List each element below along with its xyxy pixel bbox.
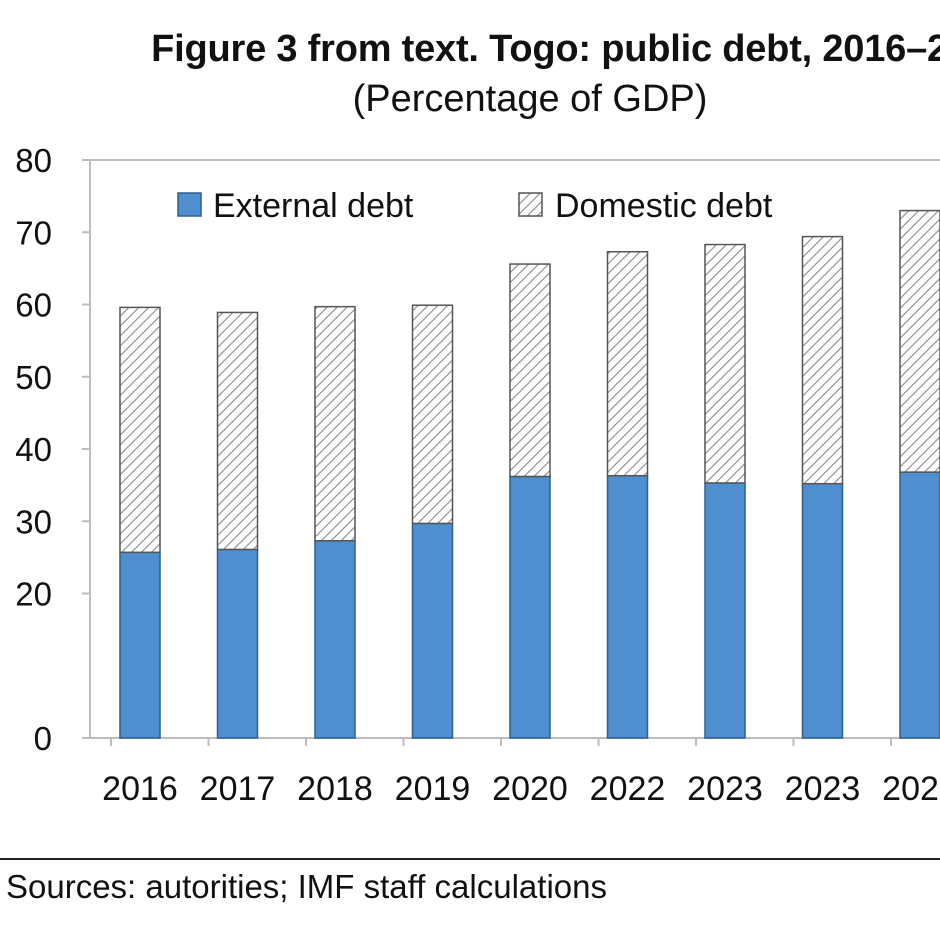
bar-external-debt bbox=[704, 482, 746, 739]
bar-domestic-debt bbox=[314, 305, 356, 542]
chart-subtitle: (Percentage of GDP) bbox=[352, 78, 708, 120]
bar-external-debt bbox=[216, 548, 259, 739]
x-tick-label: 2023 bbox=[785, 770, 861, 808]
bar-domestic-debt bbox=[509, 263, 551, 478]
legend-swatch-domestic bbox=[518, 192, 543, 217]
x-tick-label: 2016 bbox=[102, 770, 178, 808]
bar-external-debt bbox=[899, 471, 940, 739]
x-tick-label: 2018 bbox=[297, 770, 373, 808]
bar-domestic-debt bbox=[119, 306, 161, 554]
x-tick-label: 2023 bbox=[687, 770, 763, 808]
x-tick-label: 2019 bbox=[395, 770, 471, 808]
bar-chart: 0 20 30 40 50 60 70 80 2016 2017 2018 2019 2020 2022 2… bbox=[15, 142, 940, 808]
legend-label-domestic: Domestic debt bbox=[555, 187, 773, 225]
x-tick-label: 2022 bbox=[590, 770, 666, 808]
bar-external-debt bbox=[606, 474, 649, 739]
y-tick-label: 50 bbox=[15, 359, 52, 396]
chart-title: Figure 3 from text. Togo: public debt, 2… bbox=[151, 28, 940, 70]
y-tick-label: 20 bbox=[15, 576, 52, 613]
legend-swatch-external bbox=[177, 192, 202, 217]
y-tick-label: 70 bbox=[15, 214, 52, 251]
bar-external-debt bbox=[411, 522, 454, 739]
x-tick-label: 2017 bbox=[200, 770, 276, 808]
bar-domestic-debt bbox=[801, 235, 844, 485]
footer-divider bbox=[0, 858, 940, 860]
y-tick-label: 80 bbox=[15, 142, 52, 179]
sources-note: Sources: autorities; IMF staff calculati… bbox=[6, 868, 607, 905]
bar-external-debt bbox=[119, 551, 161, 739]
legend-label-external: External debt bbox=[213, 187, 414, 225]
bar-domestic-debt bbox=[704, 243, 746, 484]
bar-domestic-debt bbox=[216, 311, 259, 551]
bar-external-debt bbox=[801, 482, 844, 739]
y-tick-label: 0 bbox=[34, 720, 52, 757]
y-tick-label: 40 bbox=[15, 431, 52, 468]
bar-domestic-debt bbox=[606, 251, 649, 477]
bar-domestic-debt bbox=[411, 304, 454, 525]
bar-external-debt bbox=[509, 475, 551, 739]
y-tick-label: 30 bbox=[15, 503, 52, 540]
x-tick-label: 2028 bbox=[882, 770, 940, 808]
bar-external-debt bbox=[314, 540, 356, 739]
y-tick-label: 60 bbox=[15, 287, 52, 324]
x-tick-label: 2020 bbox=[492, 770, 568, 808]
bar-domestic-debt bbox=[899, 209, 940, 473]
